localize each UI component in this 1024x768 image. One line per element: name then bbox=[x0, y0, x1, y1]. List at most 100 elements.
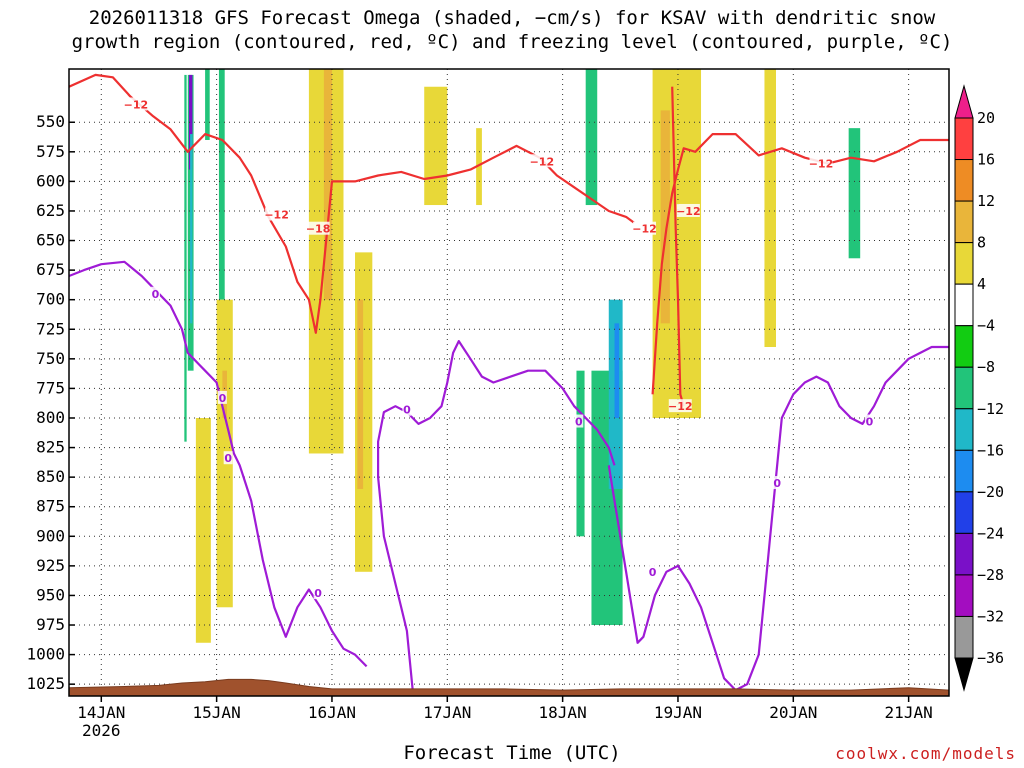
contour-line-4 bbox=[377, 340, 616, 691]
colorbar-segment-3 bbox=[954, 242, 974, 285]
colorbar-segment-0 bbox=[954, 117, 974, 161]
y-tick-label-925: 925 bbox=[36, 556, 65, 575]
contour-label-bg-15 bbox=[772, 476, 782, 490]
contour-label-9: 0 bbox=[219, 392, 227, 405]
omega-shade-5 bbox=[218, 69, 225, 300]
chart-title: 2026011318 GFS Forecast Omega (shaded, −… bbox=[0, 6, 1024, 54]
y-tick-label-1025: 1025 bbox=[26, 674, 65, 693]
omega-shade-23 bbox=[848, 128, 861, 259]
contour-label-15: 0 bbox=[773, 477, 781, 490]
colorbar-label-0: 20 bbox=[977, 109, 995, 127]
y-tick-label-550: 550 bbox=[36, 112, 65, 131]
contour-label-6: −12 bbox=[668, 400, 693, 413]
colorbar-segment-5 bbox=[954, 325, 974, 368]
colorbar-segment-6 bbox=[954, 366, 974, 410]
contour-label-12: 0 bbox=[403, 404, 411, 417]
colorbar-label-2: 12 bbox=[977, 192, 995, 210]
y-tick-label-825: 825 bbox=[36, 438, 65, 457]
omega-shade-14 bbox=[476, 128, 482, 206]
omega-shade-8 bbox=[195, 417, 211, 643]
y-tick-label-575: 575 bbox=[36, 142, 65, 161]
y-tick-label-600: 600 bbox=[36, 171, 65, 190]
colorbar-top-arrow bbox=[954, 84, 974, 119]
y-tick-label-625: 625 bbox=[36, 201, 65, 220]
x-tick-label-4: 18JAN bbox=[539, 703, 587, 722]
y-tick-label-725: 725 bbox=[36, 319, 65, 338]
omega-shade-10 bbox=[323, 69, 332, 300]
x-tick-label-7: 21JAN bbox=[885, 703, 933, 722]
x-tick-label-2: 16JAN bbox=[308, 703, 356, 722]
contour-label-16: 0 bbox=[866, 416, 874, 429]
contour-label-0: −12 bbox=[124, 98, 149, 111]
terrain bbox=[69, 678, 949, 696]
contour-label-11: 0 bbox=[314, 587, 322, 600]
colorbar-segment-2 bbox=[954, 200, 974, 244]
contour-label-bg-2 bbox=[306, 221, 330, 235]
colorbar-label-8: −16 bbox=[977, 441, 1004, 459]
contour-label-bg-9 bbox=[217, 390, 227, 404]
y-axis: 550 575 600 625 650 675 700 725 750 775 800 825 850 8… bbox=[26, 112, 75, 693]
y-tick-label-750: 750 bbox=[36, 349, 65, 368]
credit-link[interactable]: coolwx.com/models bbox=[835, 744, 1016, 763]
x-tick-label-6: 20JAN bbox=[769, 703, 817, 722]
y-tick-label-700: 700 bbox=[36, 290, 65, 309]
omega-shade-4 bbox=[205, 69, 210, 140]
title-line-2: growth region (contoured, red, ºC) and f… bbox=[71, 31, 953, 53]
y-tick-label-850: 850 bbox=[36, 467, 65, 486]
contour-label-bg-8 bbox=[151, 286, 161, 300]
contour-label-bg-0 bbox=[124, 97, 148, 111]
contour-label-5: −12 bbox=[676, 205, 701, 218]
colorbar-label-7: −12 bbox=[977, 400, 1004, 418]
colorbar-label-4: 4 bbox=[977, 275, 986, 293]
y-tick-label-975: 975 bbox=[36, 615, 65, 634]
contour-label-bg-6 bbox=[668, 399, 692, 413]
contour-label-8: 0 bbox=[152, 288, 160, 301]
colorbar-segment-9 bbox=[954, 491, 974, 534]
colorbar-bottom-arrow bbox=[954, 657, 974, 692]
colorbar-label-6: −8 bbox=[977, 358, 995, 376]
contour-label-bg-10 bbox=[223, 451, 233, 465]
contour-label-bg-4 bbox=[633, 221, 657, 235]
contour-label-bg-7 bbox=[809, 156, 833, 170]
x-tick-label-5: 19JAN bbox=[654, 703, 702, 722]
omega-shade-21 bbox=[660, 110, 670, 324]
colorbar-label-12: −32 bbox=[977, 607, 1004, 625]
contour-line-5 bbox=[607, 345, 949, 692]
x-tick-label-0: 14JAN bbox=[77, 703, 125, 722]
contour-label-1: −12 bbox=[264, 209, 289, 222]
colorbar-label-10: −24 bbox=[977, 524, 1004, 542]
contour-label-bg-3 bbox=[530, 154, 554, 168]
contour-label-7: −12 bbox=[809, 158, 834, 171]
colorbar-segment-10 bbox=[954, 532, 974, 576]
colorbar-label-5: −4 bbox=[977, 317, 995, 335]
contour-label-10: 0 bbox=[224, 452, 232, 465]
omega-shade-13 bbox=[424, 86, 448, 206]
y-tick-label-800: 800 bbox=[36, 408, 65, 427]
colorbar-segment-8 bbox=[954, 449, 974, 493]
contour-label-4: −12 bbox=[632, 223, 657, 236]
omega-shade-22 bbox=[764, 69, 776, 348]
colorbar-label-13: −36 bbox=[977, 649, 1004, 667]
colorbar-label-9: −20 bbox=[977, 483, 1004, 501]
colorbar-label-11: −28 bbox=[977, 566, 1004, 584]
contour-labels: −12 −12 −18 −12 −12 −12 −12 −12 0 0 0 0 0 0 0 0 0 bbox=[124, 97, 874, 600]
contour-label-bg-13 bbox=[574, 414, 584, 428]
colorbar-segment-1 bbox=[954, 159, 974, 202]
omega-shade-15 bbox=[585, 69, 598, 206]
omega-shade-3 bbox=[190, 134, 193, 324]
contour-label-2: −18 bbox=[306, 223, 331, 236]
gridlines bbox=[69, 69, 949, 696]
omega-shade-0 bbox=[184, 74, 187, 442]
contour-label-bg-14 bbox=[648, 564, 658, 578]
x-tick-label-1: 15JAN bbox=[193, 703, 241, 722]
omega-shade-19 bbox=[614, 323, 620, 418]
colorbar-label-3: 8 bbox=[977, 234, 986, 252]
colorbar-segment-11 bbox=[954, 574, 974, 617]
y-tick-label-1000: 1000 bbox=[26, 645, 65, 664]
contour-line-2 bbox=[671, 86, 685, 407]
y-tick-label-900: 900 bbox=[36, 526, 65, 545]
colorbar-segment-4 bbox=[954, 283, 974, 327]
y-tick-label-950: 950 bbox=[36, 585, 65, 604]
contour-label-bg-12 bbox=[402, 402, 412, 416]
